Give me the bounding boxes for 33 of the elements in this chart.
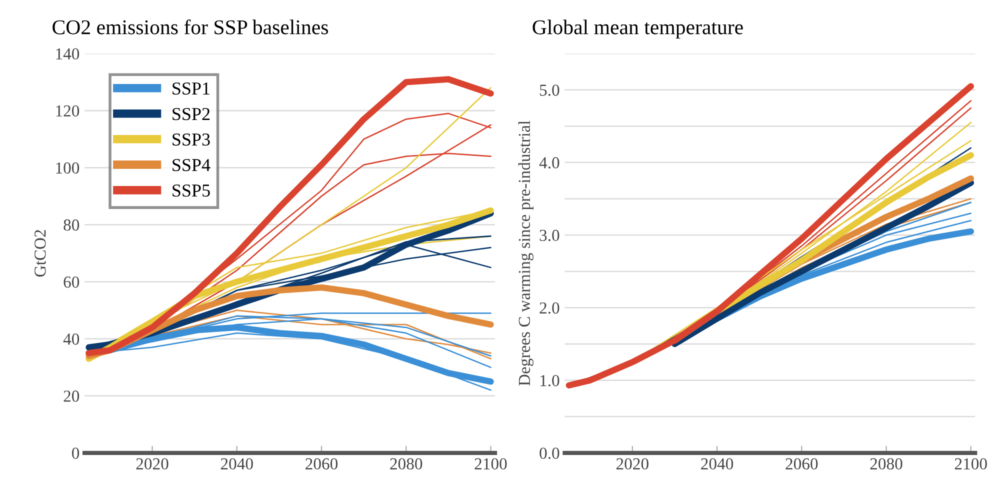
y-tick-label: 20 (64, 390, 80, 402)
legend-label: SSP4 (172, 159, 210, 172)
legend-label: SSP3 (172, 134, 210, 146)
y-tick-label: 2.0 (540, 302, 560, 314)
y-tick-label: 40 (63, 334, 80, 345)
y-tick-label: 80 (64, 219, 80, 231)
y-tick-label: 60 (64, 276, 80, 288)
y-tick-label: 4.0 (539, 157, 560, 168)
y-tick-label: 5.0 (540, 84, 560, 96)
y-tick-label: 3.0 (540, 230, 560, 242)
x-tick-label: 2080 (390, 458, 422, 470)
y-tick-label: 1.0 (540, 375, 560, 386)
y-tick-label: 0 (72, 448, 80, 459)
y-axis-title: Degrees C warming since pre-industrial (518, 120, 534, 386)
y-tick-label: 120 (56, 105, 80, 117)
x-tick-label: 2020 (616, 458, 648, 470)
x-tick-label: 2060 (786, 458, 818, 470)
legend-label: SSP2 (172, 108, 210, 120)
y-tick-label: 0.0 (540, 448, 560, 459)
x-tick-label: 2040 (701, 458, 734, 470)
chart-title: CO2 emissions for SSP baselines (52, 19, 328, 34)
y-tick-label: 100 (56, 162, 80, 174)
x-tick-label: 2020 (136, 458, 168, 470)
x-tick-label: 2040 (220, 458, 253, 470)
x-tick-label: 2100 (954, 458, 987, 470)
chart-title: Global mean temperature (532, 20, 743, 39)
y-axis-title: GtCO2 (34, 230, 46, 277)
y-tick-label: 140 (56, 48, 80, 60)
x-tick-label: 2100 (474, 458, 507, 470)
x-tick-label: 2080 (870, 458, 902, 470)
legend-label: SSP5 (172, 184, 210, 197)
legend-label: SSP1 (172, 82, 210, 95)
x-tick-label: 2060 (306, 458, 338, 470)
